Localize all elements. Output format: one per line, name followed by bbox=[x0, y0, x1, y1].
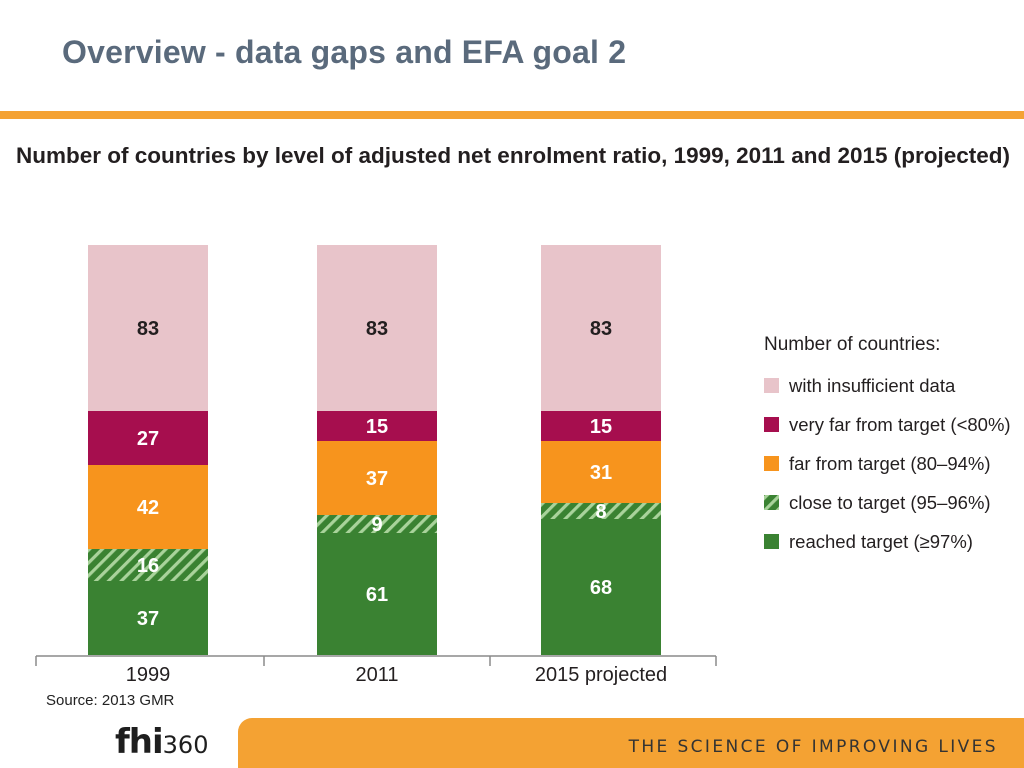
legend-label: reached target (≥97%) bbox=[789, 531, 973, 552]
source-note: Source: 2013 GMR bbox=[46, 692, 175, 709]
data-label: 83 bbox=[137, 318, 159, 340]
bar-segment bbox=[88, 411, 208, 465]
bar-segment bbox=[317, 441, 437, 515]
legend-swatch bbox=[764, 534, 779, 549]
bar-segment bbox=[541, 411, 661, 441]
bar-segment bbox=[88, 581, 208, 655]
x-tick-label: 2015 projected bbox=[535, 664, 667, 686]
logo-number-text: 360 bbox=[162, 731, 209, 759]
bar-segment bbox=[88, 245, 208, 411]
data-label: 37 bbox=[137, 608, 159, 630]
legend-title: Number of countries: bbox=[764, 334, 940, 355]
data-label: 31 bbox=[590, 462, 612, 484]
bar-segment bbox=[541, 245, 661, 411]
legend-swatch bbox=[764, 417, 779, 432]
bar-segment bbox=[317, 411, 437, 441]
legend-swatch bbox=[764, 456, 779, 471]
bar-segment bbox=[541, 519, 661, 655]
bar-segment bbox=[317, 515, 437, 533]
logo-main-text: fhi bbox=[115, 722, 164, 762]
bar-segment bbox=[317, 245, 437, 411]
bar-segment bbox=[541, 503, 661, 519]
footer-band bbox=[238, 718, 1024, 768]
data-label: 42 bbox=[137, 497, 159, 519]
data-label: 61 bbox=[366, 584, 388, 606]
data-label: 8 bbox=[595, 501, 606, 523]
legend-label: close to target (95–96%) bbox=[789, 492, 991, 513]
legend-label: far from target (80–94%) bbox=[789, 453, 991, 474]
x-tick-label: 1999 bbox=[126, 664, 171, 686]
data-label: 15 bbox=[366, 416, 388, 438]
legend-swatch bbox=[764, 378, 779, 393]
legend-swatch bbox=[764, 495, 779, 510]
bar-segment bbox=[88, 549, 208, 581]
chart-title: Number of countries by level of adjusted… bbox=[16, 143, 1010, 168]
bar-segment bbox=[541, 441, 661, 503]
slide-title: Overview - data gaps and EFA goal 2 bbox=[62, 34, 627, 70]
data-label: 83 bbox=[366, 318, 388, 340]
data-label: 68 bbox=[590, 577, 612, 599]
fhi360-logo: fhi360 bbox=[115, 722, 208, 762]
data-label: 15 bbox=[590, 416, 612, 438]
footer-logo-area bbox=[0, 718, 232, 768]
legend-label: very far from target (<80%) bbox=[789, 414, 1011, 435]
bar-segment bbox=[317, 533, 437, 655]
bar-segment bbox=[88, 465, 208, 549]
stacked-bar-chart: Number of countries by level of adjusted… bbox=[16, 143, 1011, 686]
data-label: 83 bbox=[590, 318, 612, 340]
data-label: 37 bbox=[366, 468, 388, 490]
data-label: 27 bbox=[137, 428, 159, 450]
data-label: 9 bbox=[371, 514, 382, 536]
x-tick-label: 2011 bbox=[355, 664, 398, 686]
title-divider bbox=[0, 111, 1024, 119]
data-label: 16 bbox=[137, 555, 159, 577]
footer-tagline: THE SCIENCE OF IMPROVING LIVES bbox=[628, 737, 998, 757]
legend-label: with insufficient data bbox=[788, 375, 956, 396]
